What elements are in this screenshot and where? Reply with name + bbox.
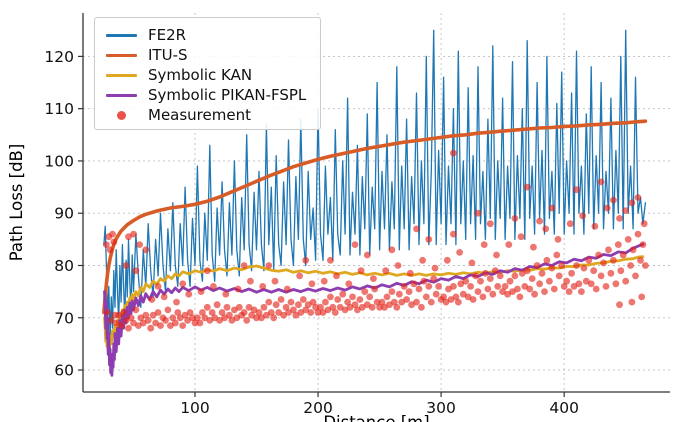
legend-item-symbolic-kan: Symbolic KAN <box>106 65 306 85</box>
legend-line-marker <box>106 53 137 57</box>
legend: FE2R ITU-S Symbolic KAN Symbolic PIKAN-FSPL… <box>94 17 322 130</box>
y-tick-label: 100 <box>44 152 74 170</box>
ticks <box>78 55 565 397</box>
series-symbolic-kan <box>103 255 645 352</box>
series-itu-s <box>102 119 648 315</box>
legend-label: Measurement <box>148 106 251 124</box>
axes-spines <box>82 13 670 393</box>
y-tick-label: 60 <box>54 362 74 380</box>
tick-labels: 60 70 80 90 100 110 120 100 200 300 400 <box>44 48 579 417</box>
y-tick-label: 80 <box>54 257 74 275</box>
x-tick-label: 400 <box>549 399 579 417</box>
x-tick-label: 300 <box>426 399 456 417</box>
legend-label: FE2R <box>148 26 187 44</box>
legend-item-fe2r: FE2R <box>106 25 306 45</box>
x-tick-label: 100 <box>180 399 210 417</box>
legend-item-measurement: Measurement <box>106 105 306 125</box>
series-measurement <box>103 149 649 332</box>
legend-label: Symbolic PIKAN-FSPL <box>148 86 307 104</box>
legend-label: Symbolic KAN <box>148 66 253 84</box>
legend-item-itu-s: ITU-S <box>106 45 306 65</box>
y-tick-label: 70 <box>54 309 74 327</box>
legend-item-symbolic-pikan-fspl: Symbolic PIKAN-FSPL <box>106 85 306 105</box>
series-fe2r <box>103 29 647 340</box>
grid <box>83 13 670 392</box>
y-tick-label: 90 <box>54 205 74 223</box>
legend-label: ITU-S <box>148 46 188 64</box>
legend-line-marker <box>106 33 137 37</box>
legend-line-marker <box>106 73 137 77</box>
legend-line-marker <box>106 93 137 97</box>
y-axis-label: Path Loss [dB] <box>7 144 26 262</box>
y-tick-label: 110 <box>44 100 74 118</box>
x-axis-label: Distance [m] <box>323 413 429 422</box>
x-tick-label: 200 <box>303 399 333 417</box>
legend-dot-marker <box>106 110 137 120</box>
y-tick-label: 120 <box>44 48 74 66</box>
